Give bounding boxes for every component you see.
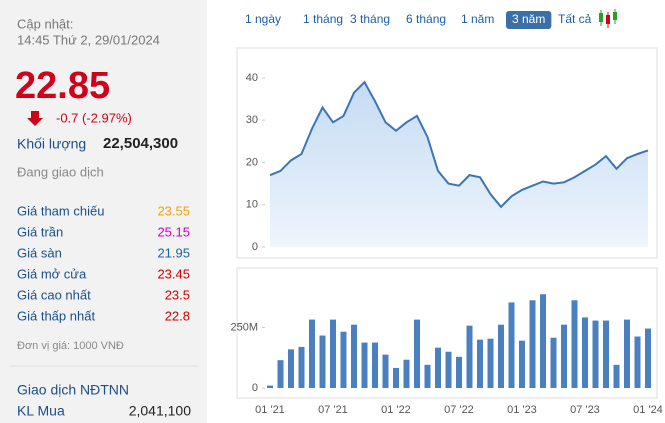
selected-tab-bg (506, 11, 552, 29)
volume-bar (634, 336, 641, 388)
range-tab[interactable]: 1 tháng (303, 12, 343, 26)
row-label: Giá sàn (17, 245, 62, 260)
volume-bar (319, 335, 326, 388)
volume-bar (487, 338, 494, 388)
price-change: -0.7 (-2.97%) (56, 110, 132, 125)
range-tab[interactable]: 3 tháng (350, 12, 390, 26)
foreign-label: Giao dịch NĐTNN (17, 382, 129, 398)
y-tick-label: 20 (246, 156, 258, 168)
price-line (269, 80, 649, 209)
volume-label: Khối lượng (17, 136, 86, 152)
volume-bar (582, 317, 588, 388)
volume-bar (382, 354, 389, 388)
volume-bar (477, 339, 483, 388)
volume-bar (288, 349, 294, 388)
volume-bar (498, 324, 504, 388)
volume-bar (372, 342, 378, 388)
x-tick-label: 01 '24 (633, 404, 663, 416)
y-tick-label: 250M (230, 321, 258, 333)
price-panel (236, 47, 658, 259)
status: Đang giao dịch (17, 164, 104, 179)
volume-bar (456, 356, 462, 388)
volume-bar (603, 320, 609, 388)
volume-bar (361, 342, 368, 388)
volume-bar (330, 319, 336, 388)
price: 22.85 (15, 65, 110, 107)
range-tab[interactable]: Tất cả (558, 12, 592, 26)
row-value: 23.5 (165, 287, 190, 302)
row-value: 25.15 (157, 224, 190, 239)
row-label: Giá mở cửa (17, 266, 87, 281)
volume-bar (445, 351, 452, 388)
x-tick-label: 01 '21 (255, 404, 285, 416)
volume-bar (340, 331, 347, 388)
row-label: Giá tham chiếu (17, 203, 104, 218)
y-tick-label: 10 (246, 199, 258, 211)
range-tab[interactable]: 6 tháng (406, 12, 446, 26)
volume: 22,504,300 (103, 135, 178, 152)
y-tick-label: 0 (252, 382, 258, 394)
range-tab[interactable]: 1 năm (461, 12, 494, 26)
volume-bar (435, 347, 441, 388)
y-tick-label: 0 (252, 241, 258, 253)
timestamp: 14:45 Thứ 2, 29/01/2024 (17, 32, 160, 47)
buy-label: KL Mua (17, 403, 65, 419)
volume-bar (466, 325, 473, 388)
updated-label: Cập nhật: (17, 16, 73, 31)
volume-bar (393, 367, 399, 388)
x-tick-label: 01 '22 (381, 404, 411, 416)
volume-bar (508, 302, 515, 388)
volume-bar (309, 319, 315, 388)
volume-bar (414, 319, 420, 388)
volume-bar (550, 337, 557, 388)
volume-bar (571, 300, 578, 388)
row-label: Giá trần (17, 224, 63, 239)
row-value: 22.8 (165, 308, 190, 323)
range-tab[interactable]: 3 năm (512, 12, 545, 26)
volume-bar (529, 300, 536, 388)
x-tick-label: 01 '23 (507, 404, 537, 416)
x-tick-label: 07 '23 (570, 404, 600, 416)
volume-bar (267, 385, 273, 388)
unit-note: Đơn vị giá: 1000 VNĐ (17, 340, 124, 352)
x-tick-label: 07 '22 (444, 404, 474, 416)
volume-bar (424, 364, 431, 388)
row-value: 23.45 (157, 266, 190, 281)
down-arrow (27, 111, 43, 126)
row-value: 23.55 (157, 203, 190, 218)
volume-panel (236, 267, 658, 399)
y-tick-label: 30 (246, 114, 258, 126)
buy-volume: 2,041,100 (129, 403, 191, 419)
volume-bar (624, 319, 630, 388)
volume-bar (645, 328, 651, 388)
price-area (270, 82, 648, 248)
volume-bar (592, 320, 599, 388)
volume-bar (519, 340, 525, 388)
row-value: 21.95 (157, 245, 190, 260)
volume-bar (613, 364, 620, 388)
row-label: Giá thấp nhất (17, 308, 95, 323)
volume-bar (277, 360, 284, 388)
row-label: Giá cao nhất (17, 287, 91, 302)
y-tick-label: 40 (246, 72, 258, 84)
range-tab[interactable]: 1 ngày (245, 12, 281, 26)
info-panel (0, 0, 207, 423)
volume-bar (351, 324, 357, 388)
volume-bar (298, 346, 305, 388)
volume-bar (540, 294, 546, 388)
candle-icon[interactable] (599, 9, 617, 28)
x-tick-label: 07 '21 (318, 404, 348, 416)
volume-bar (561, 324, 567, 388)
volume-bar (403, 359, 410, 388)
